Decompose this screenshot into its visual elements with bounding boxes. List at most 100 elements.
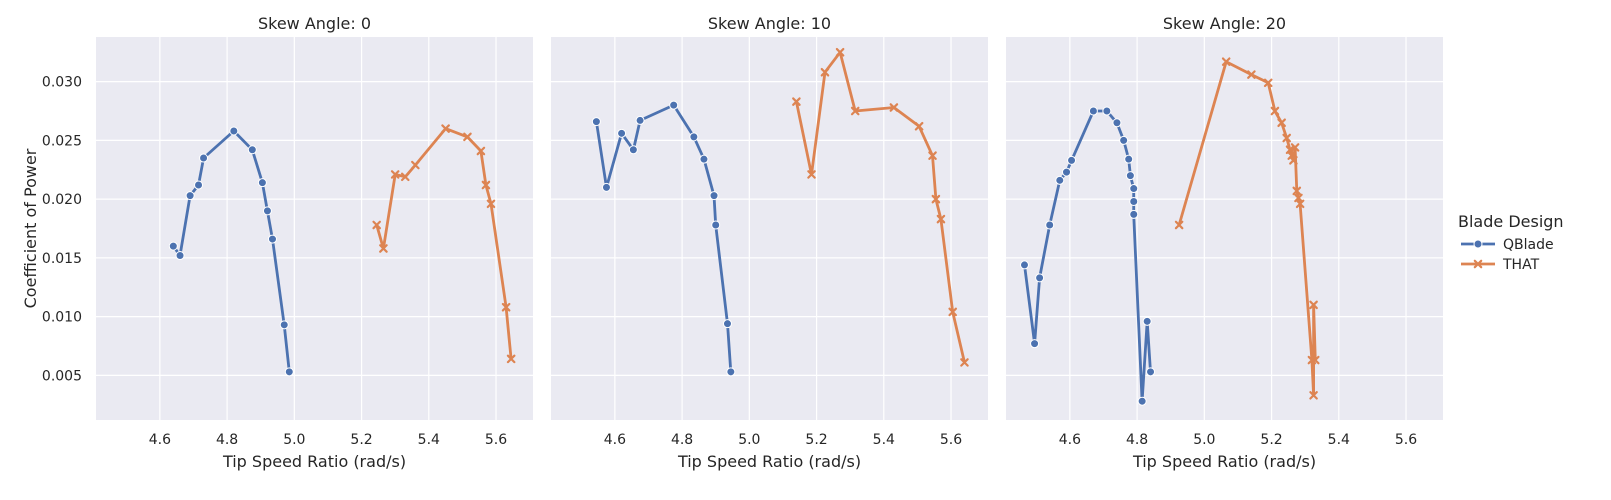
data-point-qblade <box>194 180 204 190</box>
x-axis-label: Tip Speed Ratio (rad/s) <box>677 452 861 471</box>
data-point-that <box>889 103 899 112</box>
panel-background <box>551 37 988 420</box>
data-point-qblade <box>591 117 601 127</box>
y-tick-label: 0.020 <box>42 192 82 208</box>
y-tick-label: 0.030 <box>42 75 82 91</box>
data-point-that <box>441 124 450 133</box>
data-point-qblade <box>709 191 719 201</box>
data-point-that <box>481 180 491 190</box>
data-point-that <box>463 132 472 142</box>
x-tick-label: 4.6 <box>149 432 171 448</box>
data-point-that <box>501 302 511 312</box>
y-tick-label: 0.015 <box>42 251 82 267</box>
data-point-qblade <box>1129 184 1139 194</box>
legend-swatch-marker <box>1473 259 1483 269</box>
data-point-that <box>1174 220 1184 230</box>
data-point-that <box>914 121 924 131</box>
data-point-qblade <box>711 220 721 230</box>
x-tick-label: 4.8 <box>671 432 693 448</box>
data-point-that <box>476 146 486 156</box>
data-point-that <box>1277 118 1286 128</box>
data-point-that <box>390 170 400 179</box>
data-point-that <box>835 47 845 57</box>
data-point-qblade <box>1137 396 1147 406</box>
data-point-that <box>372 220 381 230</box>
data-point-that <box>807 170 816 179</box>
y-tick-label: 0.025 <box>42 133 82 149</box>
data-point-qblade <box>257 178 267 188</box>
panel-title: Skew Angle: 20 <box>1163 14 1286 33</box>
x-tick-label: 4.6 <box>604 432 626 448</box>
data-point-that <box>931 194 941 204</box>
data-point-qblade <box>1129 209 1139 219</box>
data-point-that <box>1292 186 1302 196</box>
data-point-that <box>411 160 420 170</box>
data-point-that <box>792 97 801 106</box>
x-tick-label: 5.6 <box>485 432 507 448</box>
data-point-that <box>1310 355 1320 365</box>
data-point-qblade <box>722 319 732 329</box>
legend-swatch-marker <box>1473 239 1483 249</box>
data-point-qblade <box>699 154 709 164</box>
data-point-qblade <box>1045 220 1055 230</box>
data-point-qblade <box>1146 367 1156 377</box>
x-tick-label: 5.6 <box>940 432 962 448</box>
x-tick-label: 5.2 <box>1260 432 1282 448</box>
legend-entry-label: QBlade <box>1503 237 1554 253</box>
data-point-qblade <box>1102 106 1112 116</box>
x-axis-label: Tip Speed Ratio (rad/s) <box>1132 452 1316 471</box>
data-point-qblade <box>1129 196 1139 206</box>
data-point-qblade <box>175 251 185 261</box>
data-point-qblade <box>267 234 277 244</box>
data-point-that <box>1309 391 1318 400</box>
data-point-that <box>1270 106 1280 116</box>
data-point-qblade <box>1035 273 1045 283</box>
data-point-qblade <box>1030 339 1040 349</box>
data-point-that <box>486 199 496 209</box>
data-point-qblade <box>247 145 257 155</box>
x-tick-label: 4.8 <box>1126 432 1148 448</box>
series-line-qblade <box>595 103 733 374</box>
data-point-that <box>1289 156 1298 165</box>
x-tick-label: 5.2 <box>805 432 827 448</box>
data-point-that <box>1282 133 1291 143</box>
data-point-qblade <box>635 115 645 125</box>
data-point-that <box>1290 143 1300 152</box>
series-line-that <box>375 127 513 361</box>
data-point-that <box>820 67 830 77</box>
data-point-qblade <box>279 320 289 330</box>
data-point-qblade <box>617 128 627 138</box>
data-point-that <box>506 354 516 364</box>
x-tick-label: 5.4 <box>1328 432 1350 448</box>
panel-title: Skew Angle: 10 <box>708 14 831 33</box>
x-tick-label: 4.6 <box>1059 432 1081 448</box>
data-point-that <box>960 358 969 367</box>
data-point-that <box>1221 57 1231 66</box>
legend-title: Blade Design <box>1458 212 1564 231</box>
data-point-qblade <box>1055 175 1065 185</box>
x-tick-label: 4.8 <box>216 432 238 448</box>
x-tick-label: 5.2 <box>350 432 372 448</box>
data-point-that <box>1247 70 1256 79</box>
data-point-that <box>1295 199 1305 209</box>
series-line-qblade <box>171 129 291 374</box>
x-tick-label: 5.0 <box>1193 432 1215 448</box>
panel-background <box>1006 37 1443 420</box>
y-tick-label: 0.005 <box>42 368 82 384</box>
panel-title: Skew Angle: 0 <box>258 14 371 33</box>
data-point-that <box>936 214 946 224</box>
data-point-that <box>948 307 958 317</box>
data-point-qblade <box>726 367 736 377</box>
data-point-qblade <box>1142 316 1152 326</box>
data-point-qblade <box>199 153 209 163</box>
data-point-qblade <box>628 145 638 155</box>
x-tick-label: 5.4 <box>418 432 440 448</box>
data-point-that <box>1263 78 1273 88</box>
data-point-qblade <box>1119 135 1129 145</box>
data-point-that <box>850 106 860 116</box>
data-point-qblade <box>284 367 294 377</box>
data-point-qblade <box>185 191 195 201</box>
data-point-qblade <box>262 206 272 216</box>
data-point-qblade <box>689 132 699 142</box>
